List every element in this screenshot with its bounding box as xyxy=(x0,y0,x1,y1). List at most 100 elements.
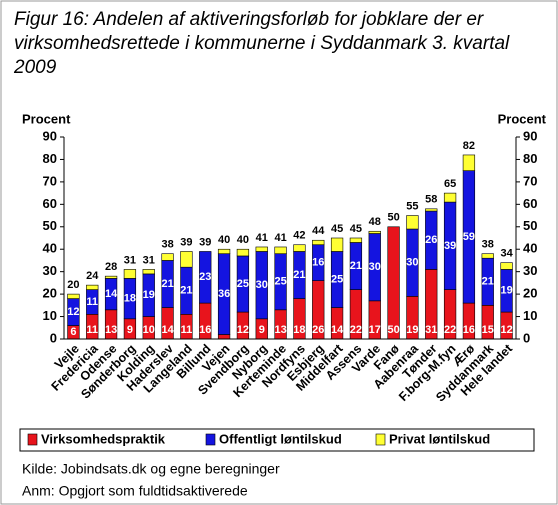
segment-label: 23 xyxy=(199,271,211,283)
footnote: Anm: Opgjort som fuldtidsaktiverede xyxy=(22,483,248,499)
segment-label: 12 xyxy=(67,306,79,318)
total-label: 45 xyxy=(331,223,343,235)
y-tick-label: 0 xyxy=(50,330,57,345)
y-tick-label: 20 xyxy=(43,286,57,301)
bar-segment xyxy=(199,251,212,304)
segment-label: 11 xyxy=(86,324,98,336)
total-label: 31 xyxy=(124,254,136,266)
segment-label: 9 xyxy=(127,324,133,336)
bar-segment xyxy=(387,226,400,340)
total-label: 39 xyxy=(199,236,211,248)
segment-label: 18 xyxy=(124,293,136,305)
bar-segment xyxy=(481,253,494,259)
segment-label: 31 xyxy=(425,324,437,336)
bar-segment xyxy=(406,215,419,230)
total-label: 65 xyxy=(444,178,456,190)
bar-segment xyxy=(217,248,231,255)
y2-tick-label: 30 xyxy=(523,263,537,278)
segment-label: 15 xyxy=(482,324,494,336)
total-label: 42 xyxy=(293,230,305,242)
y-tick-label: 30 xyxy=(43,263,57,278)
y-tick-label: 70 xyxy=(43,173,57,188)
segment-label: 21 xyxy=(180,285,192,297)
segment-label: 16 xyxy=(463,324,475,336)
total-label: 55 xyxy=(406,200,418,212)
segment-label: 50 xyxy=(387,324,399,336)
total-label: 58 xyxy=(425,194,437,206)
y-tick-label: 10 xyxy=(43,308,57,323)
total-label: 44 xyxy=(312,225,325,237)
y2-tick-label: 50 xyxy=(523,218,537,233)
segment-label: 21 xyxy=(482,276,494,288)
segment-label: 14 xyxy=(331,324,344,336)
total-label: 31 xyxy=(143,254,155,266)
y-axis-label: Procent xyxy=(22,111,71,126)
segment-label: 30 xyxy=(256,279,268,291)
y-tick-label: 50 xyxy=(43,218,57,233)
bar-segment xyxy=(293,244,306,252)
bar-segment xyxy=(443,192,457,203)
bar-segment xyxy=(500,262,513,270)
total-label: 41 xyxy=(256,232,268,244)
segment-label: 17 xyxy=(369,324,381,336)
bar-segment xyxy=(180,251,193,268)
bar-segment xyxy=(142,269,155,275)
segment-label: 26 xyxy=(425,234,437,246)
segment-label: 59 xyxy=(463,231,475,243)
total-label: 20 xyxy=(67,279,79,291)
segment-label: 18 xyxy=(293,324,305,336)
bar-segment xyxy=(312,239,325,246)
legend-label: Privat løntilskud xyxy=(389,431,490,446)
total-label: 38 xyxy=(482,239,494,251)
segment-label: 30 xyxy=(369,261,381,273)
segment-label: 11 xyxy=(86,296,98,308)
bar-segment xyxy=(104,275,118,279)
y-tick-label: 40 xyxy=(43,241,57,256)
legend-label: Virksomhedspraktik xyxy=(41,431,166,446)
segment-label: 13 xyxy=(105,324,117,336)
bar-segment xyxy=(161,253,174,261)
y2-axis-label: Procent xyxy=(498,111,547,126)
bar-segment xyxy=(462,154,476,171)
legend-swatch xyxy=(205,433,216,446)
segment-label: 22 xyxy=(350,324,362,336)
y2-tick-label: 40 xyxy=(523,241,537,256)
legend-label: Offentligt løntilskud xyxy=(219,431,342,446)
segment-label: 39 xyxy=(444,240,456,252)
plot-area xyxy=(64,137,516,339)
segment-label: 25 xyxy=(274,276,286,288)
segment-label: 30 xyxy=(406,257,418,269)
bar-segment xyxy=(236,248,250,257)
chart-title: Figur 16: Andelen af aktiveringsforløb f… xyxy=(13,9,510,78)
source-note: Kilde: Jobindsats.dk og egne beregninger xyxy=(22,461,280,477)
segment-label: 14 xyxy=(161,324,174,336)
bar-segment xyxy=(349,237,363,243)
y2-tick-label: 20 xyxy=(523,286,537,301)
bar-segment xyxy=(425,208,438,212)
segment-label: 10 xyxy=(143,324,155,336)
bar-segment xyxy=(330,237,344,252)
y2-tick-label: 80 xyxy=(523,151,537,166)
y2-tick-label: 70 xyxy=(523,173,537,188)
legend-swatch xyxy=(27,433,38,446)
bar-segment xyxy=(217,334,231,340)
legend xyxy=(19,428,535,452)
total-label: 24 xyxy=(86,270,99,282)
bar-segment xyxy=(274,246,287,255)
segment-label: 25 xyxy=(331,273,343,285)
total-label: 40 xyxy=(237,234,249,246)
segment-label: 16 xyxy=(312,257,324,269)
segment-label: 16 xyxy=(199,324,211,336)
segment-label: 36 xyxy=(218,288,230,300)
segment-label: 12 xyxy=(237,324,249,336)
total-label: 28 xyxy=(105,261,117,273)
segment-label: 19 xyxy=(406,324,418,336)
legend-swatch xyxy=(375,433,386,446)
y2-tick-label: 90 xyxy=(523,128,537,143)
y2-tick-label: 10 xyxy=(523,308,537,323)
y2-tick-label: 0 xyxy=(523,330,530,345)
segment-label: 13 xyxy=(274,324,286,336)
segment-label: 11 xyxy=(181,324,193,336)
bar-segment xyxy=(255,246,268,252)
